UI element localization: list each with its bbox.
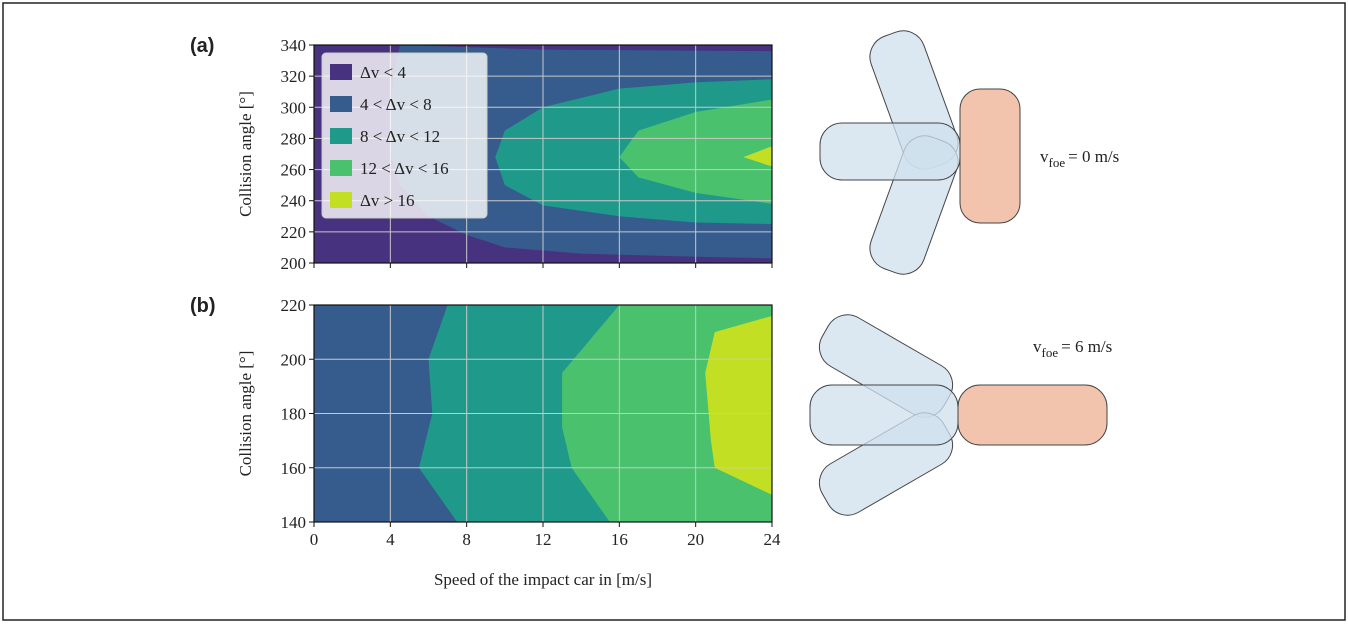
figure: 200220240260280300320340Collision angle …	[0, 0, 1348, 624]
x-tick-label: 4	[386, 530, 395, 549]
x-tick-label: 12	[535, 530, 552, 549]
foe-car	[960, 89, 1020, 223]
legend-swatch	[330, 64, 352, 80]
legend: Δv < 4 4 < Δv < 8 8 < Δv < 12 12 < Δv < 16 Δ…	[322, 53, 487, 218]
x-tick-label: 24	[764, 530, 782, 549]
y-tick-label: 240	[281, 192, 307, 211]
legend-label: Δv < 4	[360, 63, 407, 82]
y-tick-label: 180	[281, 405, 307, 424]
y-axis-label: Collision angle [°]	[236, 351, 255, 477]
annotation-sub: foe	[1042, 345, 1059, 360]
annotation: vfoe= 0 m/s	[1040, 147, 1119, 170]
annotation-rest: = 0 m/s	[1068, 147, 1119, 166]
y-axis-label: Collision angle [°]	[236, 91, 255, 217]
x-tick-label: 16	[611, 530, 628, 549]
foe-car	[958, 385, 1107, 445]
x-axis-label: Speed of the impact car in [m/s]	[434, 570, 652, 589]
y-tick-label: 200	[281, 350, 307, 369]
legend-label: 12 < Δv < 16	[360, 159, 449, 178]
legend-swatch	[330, 192, 352, 208]
annotation-sub: foe	[1049, 155, 1066, 170]
y-tick-label: 220	[281, 296, 307, 315]
car	[820, 123, 960, 180]
legend-label: Δv > 16	[360, 191, 415, 210]
legend-label: 4 < Δv < 8	[360, 95, 432, 114]
legend-swatch	[330, 128, 352, 144]
legend-swatch	[330, 160, 352, 176]
y-tick-label: 220	[281, 223, 307, 242]
y-tick-label: 320	[281, 67, 307, 86]
x-tick-label: 20	[687, 530, 704, 549]
car	[810, 385, 958, 445]
legend-label: 8 < Δv < 12	[360, 127, 440, 146]
y-tick-label: 340	[281, 36, 307, 55]
panel-label: (a)	[190, 35, 214, 57]
car-diagram-a	[820, 25, 1020, 281]
y-tick-label: 140	[281, 513, 307, 532]
x-tick-label: 8	[462, 530, 471, 549]
y-tick-label: 200	[281, 254, 307, 273]
y-tick-label: 260	[281, 161, 307, 180]
y-tick-label: 160	[281, 459, 307, 478]
y-tick-label: 280	[281, 129, 307, 148]
y-tick-label: 300	[281, 98, 307, 117]
annotation-rest: = 6 m/s	[1061, 337, 1112, 356]
x-tick-label: 0	[310, 530, 319, 549]
panel-label: (b)	[190, 295, 216, 317]
legend-swatch	[330, 96, 352, 112]
annotation: vfoe= 6 m/s	[1033, 337, 1112, 360]
